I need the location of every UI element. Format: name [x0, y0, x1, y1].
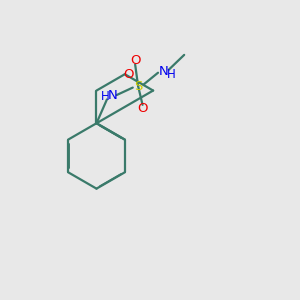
- Text: O: O: [137, 102, 148, 115]
- Text: O: O: [130, 54, 140, 67]
- Text: H: H: [100, 90, 109, 103]
- Text: N: N: [158, 65, 168, 78]
- Text: O: O: [123, 68, 134, 81]
- Text: S: S: [134, 80, 142, 93]
- Text: N: N: [108, 89, 118, 102]
- Text: H: H: [167, 68, 176, 81]
